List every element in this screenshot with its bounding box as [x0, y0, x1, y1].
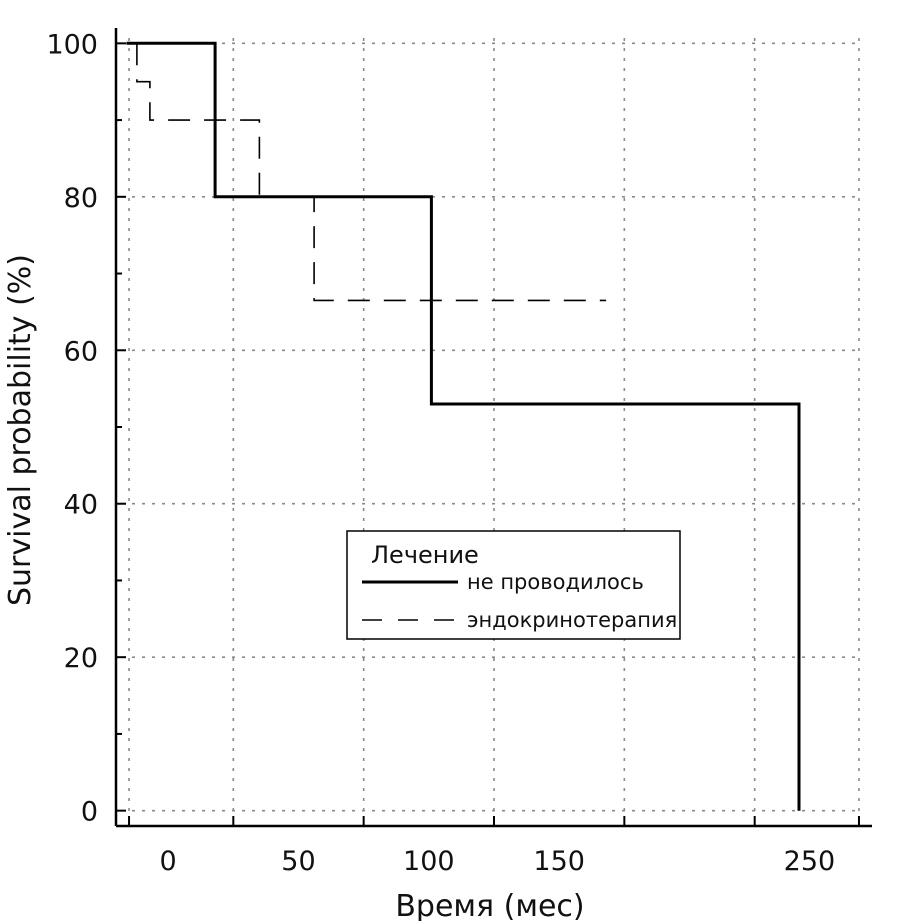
- series-line-solid: [126, 41, 801, 811]
- x-tick-label: 0: [160, 846, 177, 877]
- tick-labels: 0 20 40 60 80 100 0 50 100 150 250: [46, 29, 835, 877]
- x-tick-label: 100: [403, 846, 455, 877]
- axes: [114, 28, 872, 828]
- y-axis-title: Survival probability (%): [3, 254, 38, 606]
- legend-box: [346, 530, 681, 640]
- y-tick-label: 100: [46, 29, 98, 60]
- y-tick-label: 80: [64, 183, 98, 214]
- grid-lines: [122, 38, 860, 818]
- y-tick-label: 20: [64, 643, 98, 674]
- x-axis-title: Время (мес): [395, 889, 584, 921]
- y-tick-label: 0: [81, 797, 98, 828]
- x-tick-label: 150: [533, 846, 585, 877]
- legend-label-solid: не проводилось: [467, 570, 644, 594]
- legend-label-dashed: эндокринотерапия: [467, 608, 677, 632]
- legend-title: Лечение: [371, 541, 479, 569]
- y-tick-label: 40: [64, 490, 98, 521]
- y-tick-label: 60: [64, 336, 98, 367]
- legend: Лечение не проводилось эндокринотерапия: [346, 530, 681, 640]
- series-line-dashed: [136, 43, 607, 302]
- x-tick-label: 50: [281, 846, 315, 877]
- x-tick-label: 250: [784, 846, 836, 877]
- series-lines: [126, 41, 801, 811]
